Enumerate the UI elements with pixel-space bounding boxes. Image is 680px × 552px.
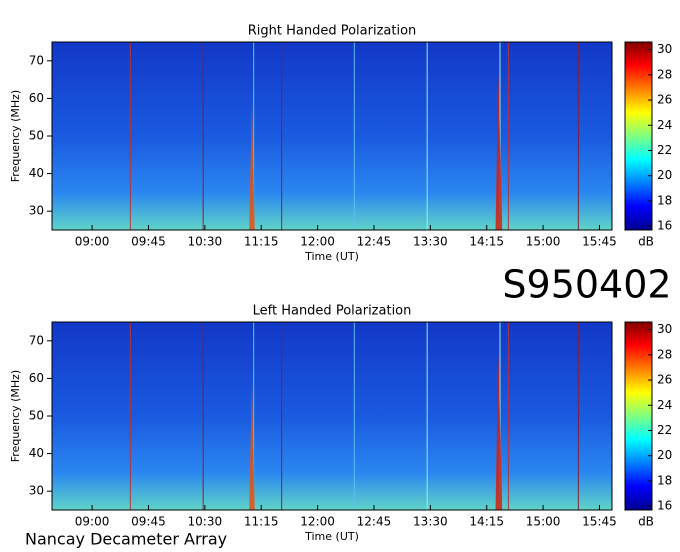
- y-tick-label: 40: [29, 166, 44, 180]
- y-tick-label: 50: [29, 409, 44, 423]
- burst-feature: [249, 102, 255, 230]
- colorbar-tick-label: 24: [657, 398, 672, 412]
- colorbar-tick-label: 18: [657, 193, 672, 207]
- x-tick-label: 11:15: [244, 235, 279, 249]
- y-tick-label: 30: [29, 484, 44, 498]
- y-tick-label: 70: [29, 333, 44, 347]
- colorbar-tick-label: 22: [657, 143, 672, 157]
- x-tick-label: 15:45: [582, 515, 617, 529]
- burst-feature: [249, 382, 255, 510]
- chart-title: Right Handed Polarization: [248, 24, 417, 39]
- chart-title: Left Handed Polarization: [253, 304, 412, 319]
- colorbar-label: dB: [638, 515, 654, 529]
- x-tick-label: 10:30: [188, 235, 223, 249]
- y-axis-label: Frequency (MHz): [9, 370, 22, 462]
- y-tick-label: 50: [29, 129, 44, 143]
- colorbar-tick-label: 20: [657, 168, 672, 182]
- burst-feature: [495, 352, 503, 510]
- x-tick-label: 09:45: [131, 235, 166, 249]
- observation-id: S950402: [502, 263, 671, 307]
- colorbar-tick-label: 26: [657, 93, 672, 107]
- x-axis-label: Time (UT): [304, 530, 359, 543]
- y-axis-label: Frequency (MHz): [9, 90, 22, 182]
- x-tick-label: 15:00: [526, 235, 561, 249]
- colorbar-tick-label: 22: [657, 423, 672, 437]
- x-tick-label: 09:45: [131, 515, 166, 529]
- x-tick-label: 09:00: [75, 515, 110, 529]
- x-tick-label: 15:45: [582, 235, 617, 249]
- spectrogram-image: [52, 322, 612, 510]
- colorbar-tick-label: 24: [657, 118, 672, 132]
- x-tick-label: 13:30: [413, 515, 448, 529]
- colorbar-tick-label: 30: [657, 42, 672, 56]
- instrument-label: Nancay Decameter Array: [25, 530, 227, 549]
- colorbar-label: dB: [638, 235, 654, 249]
- x-tick-label: 10:30: [188, 515, 223, 529]
- colorbar-tick-label: 28: [657, 347, 672, 361]
- x-tick-label: 12:45: [357, 235, 392, 249]
- colorbar-tick-label: 16: [657, 219, 672, 233]
- x-axis-label: Time (UT): [304, 250, 359, 263]
- x-tick-label: 12:45: [357, 515, 392, 529]
- y-tick-label: 30: [29, 204, 44, 218]
- colorbar: [624, 41, 653, 231]
- x-tick-label: 13:30: [413, 235, 448, 249]
- colorbar-tick-label: 18: [657, 473, 672, 487]
- x-tick-label: 11:15: [244, 515, 279, 529]
- colorbar-tick-label: 16: [657, 499, 672, 513]
- x-tick-label: 09:00: [75, 235, 110, 249]
- y-tick-label: 40: [29, 446, 44, 460]
- y-tick-label: 60: [29, 371, 44, 385]
- burst-feature: [495, 72, 503, 230]
- x-tick-label: 12:00: [300, 515, 335, 529]
- y-tick-label: 60: [29, 91, 44, 105]
- x-tick-label: 15:00: [526, 515, 561, 529]
- x-tick-label: 14:15: [469, 235, 504, 249]
- x-tick-label: 12:00: [300, 235, 335, 249]
- colorbar-tick-label: 20: [657, 448, 672, 462]
- spectrogram-image: [52, 42, 612, 230]
- colorbar-tick-label: 30: [657, 322, 672, 336]
- y-tick-label: 70: [29, 53, 44, 67]
- colorbar-tick-label: 28: [657, 67, 672, 81]
- colorbar: [624, 321, 653, 511]
- colorbar-tick-label: 26: [657, 373, 672, 387]
- x-tick-label: 14:15: [469, 515, 504, 529]
